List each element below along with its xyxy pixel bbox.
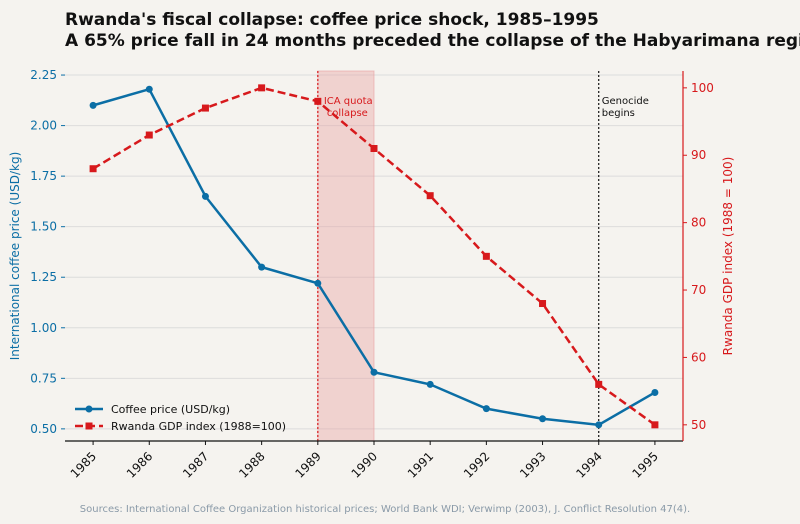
marker <box>482 405 490 413</box>
marker <box>145 131 153 139</box>
y2-tick-label: 100 <box>691 81 714 95</box>
y2-tick-label: 90 <box>691 148 706 162</box>
event-label: collapse <box>327 108 368 119</box>
event-label: ICA quota <box>324 96 373 107</box>
chart-subtitle: A 65% price fall in 24 months preceded t… <box>65 31 800 51</box>
y2-tick-label: 80 <box>691 216 706 230</box>
y-tick-label: 1.00 <box>30 321 57 335</box>
marker <box>370 145 378 153</box>
shaded-span <box>317 70 375 442</box>
y2-tick-label: 50 <box>691 418 706 432</box>
y-tick-label: 2.00 <box>30 119 57 133</box>
y-tick-label: 0.75 <box>30 371 57 385</box>
marker <box>595 380 603 388</box>
marker <box>89 101 97 109</box>
legend-marker <box>85 405 93 413</box>
event-label: Genocide <box>602 96 649 107</box>
marker <box>426 380 434 388</box>
marker <box>201 104 209 112</box>
marker <box>201 192 209 200</box>
marker <box>651 388 659 396</box>
marker <box>314 279 322 287</box>
marker <box>595 421 603 429</box>
marker <box>370 368 378 376</box>
y-tick-label: 0.50 <box>30 422 57 436</box>
event-label: begins <box>602 108 635 119</box>
marker <box>314 97 322 105</box>
chart-title: Rwanda's fiscal collapse: coffee price s… <box>65 10 599 30</box>
marker <box>426 192 434 200</box>
legend-label: Coffee price (USD/kg) <box>111 403 230 416</box>
y-tick-label: 2.25 <box>30 68 57 82</box>
y-tick-label: 1.50 <box>30 220 57 234</box>
marker <box>482 252 490 260</box>
marker <box>258 84 266 92</box>
y-tick-label: 1.75 <box>30 169 57 183</box>
y-axis-label: International coffee price (USD/kg) <box>8 152 22 360</box>
y2-axis-label: Rwanda GDP index (1988 = 100) <box>721 157 735 356</box>
marker <box>258 263 266 271</box>
source-note: Sources: International Coffee Organizati… <box>80 504 690 515</box>
marker <box>651 421 659 429</box>
y2-tick-label: 70 <box>691 283 706 297</box>
marker <box>539 300 547 308</box>
legend-marker <box>85 422 93 430</box>
y2-tick-label: 60 <box>691 350 706 364</box>
legend-label: Rwanda GDP index (1988=100) <box>111 420 286 433</box>
marker <box>89 165 97 173</box>
marker <box>539 415 547 423</box>
y-tick-label: 1.25 <box>30 270 57 284</box>
marker <box>145 85 153 93</box>
